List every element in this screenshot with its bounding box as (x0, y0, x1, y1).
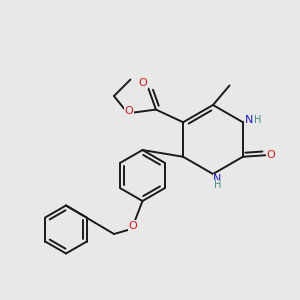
Text: H: H (254, 116, 261, 125)
Text: O: O (124, 106, 133, 116)
Text: N: N (245, 115, 254, 125)
Text: H: H (214, 180, 221, 190)
Text: O: O (266, 150, 275, 160)
Text: O: O (129, 221, 138, 231)
Text: O: O (139, 78, 147, 88)
Text: N: N (213, 174, 222, 184)
